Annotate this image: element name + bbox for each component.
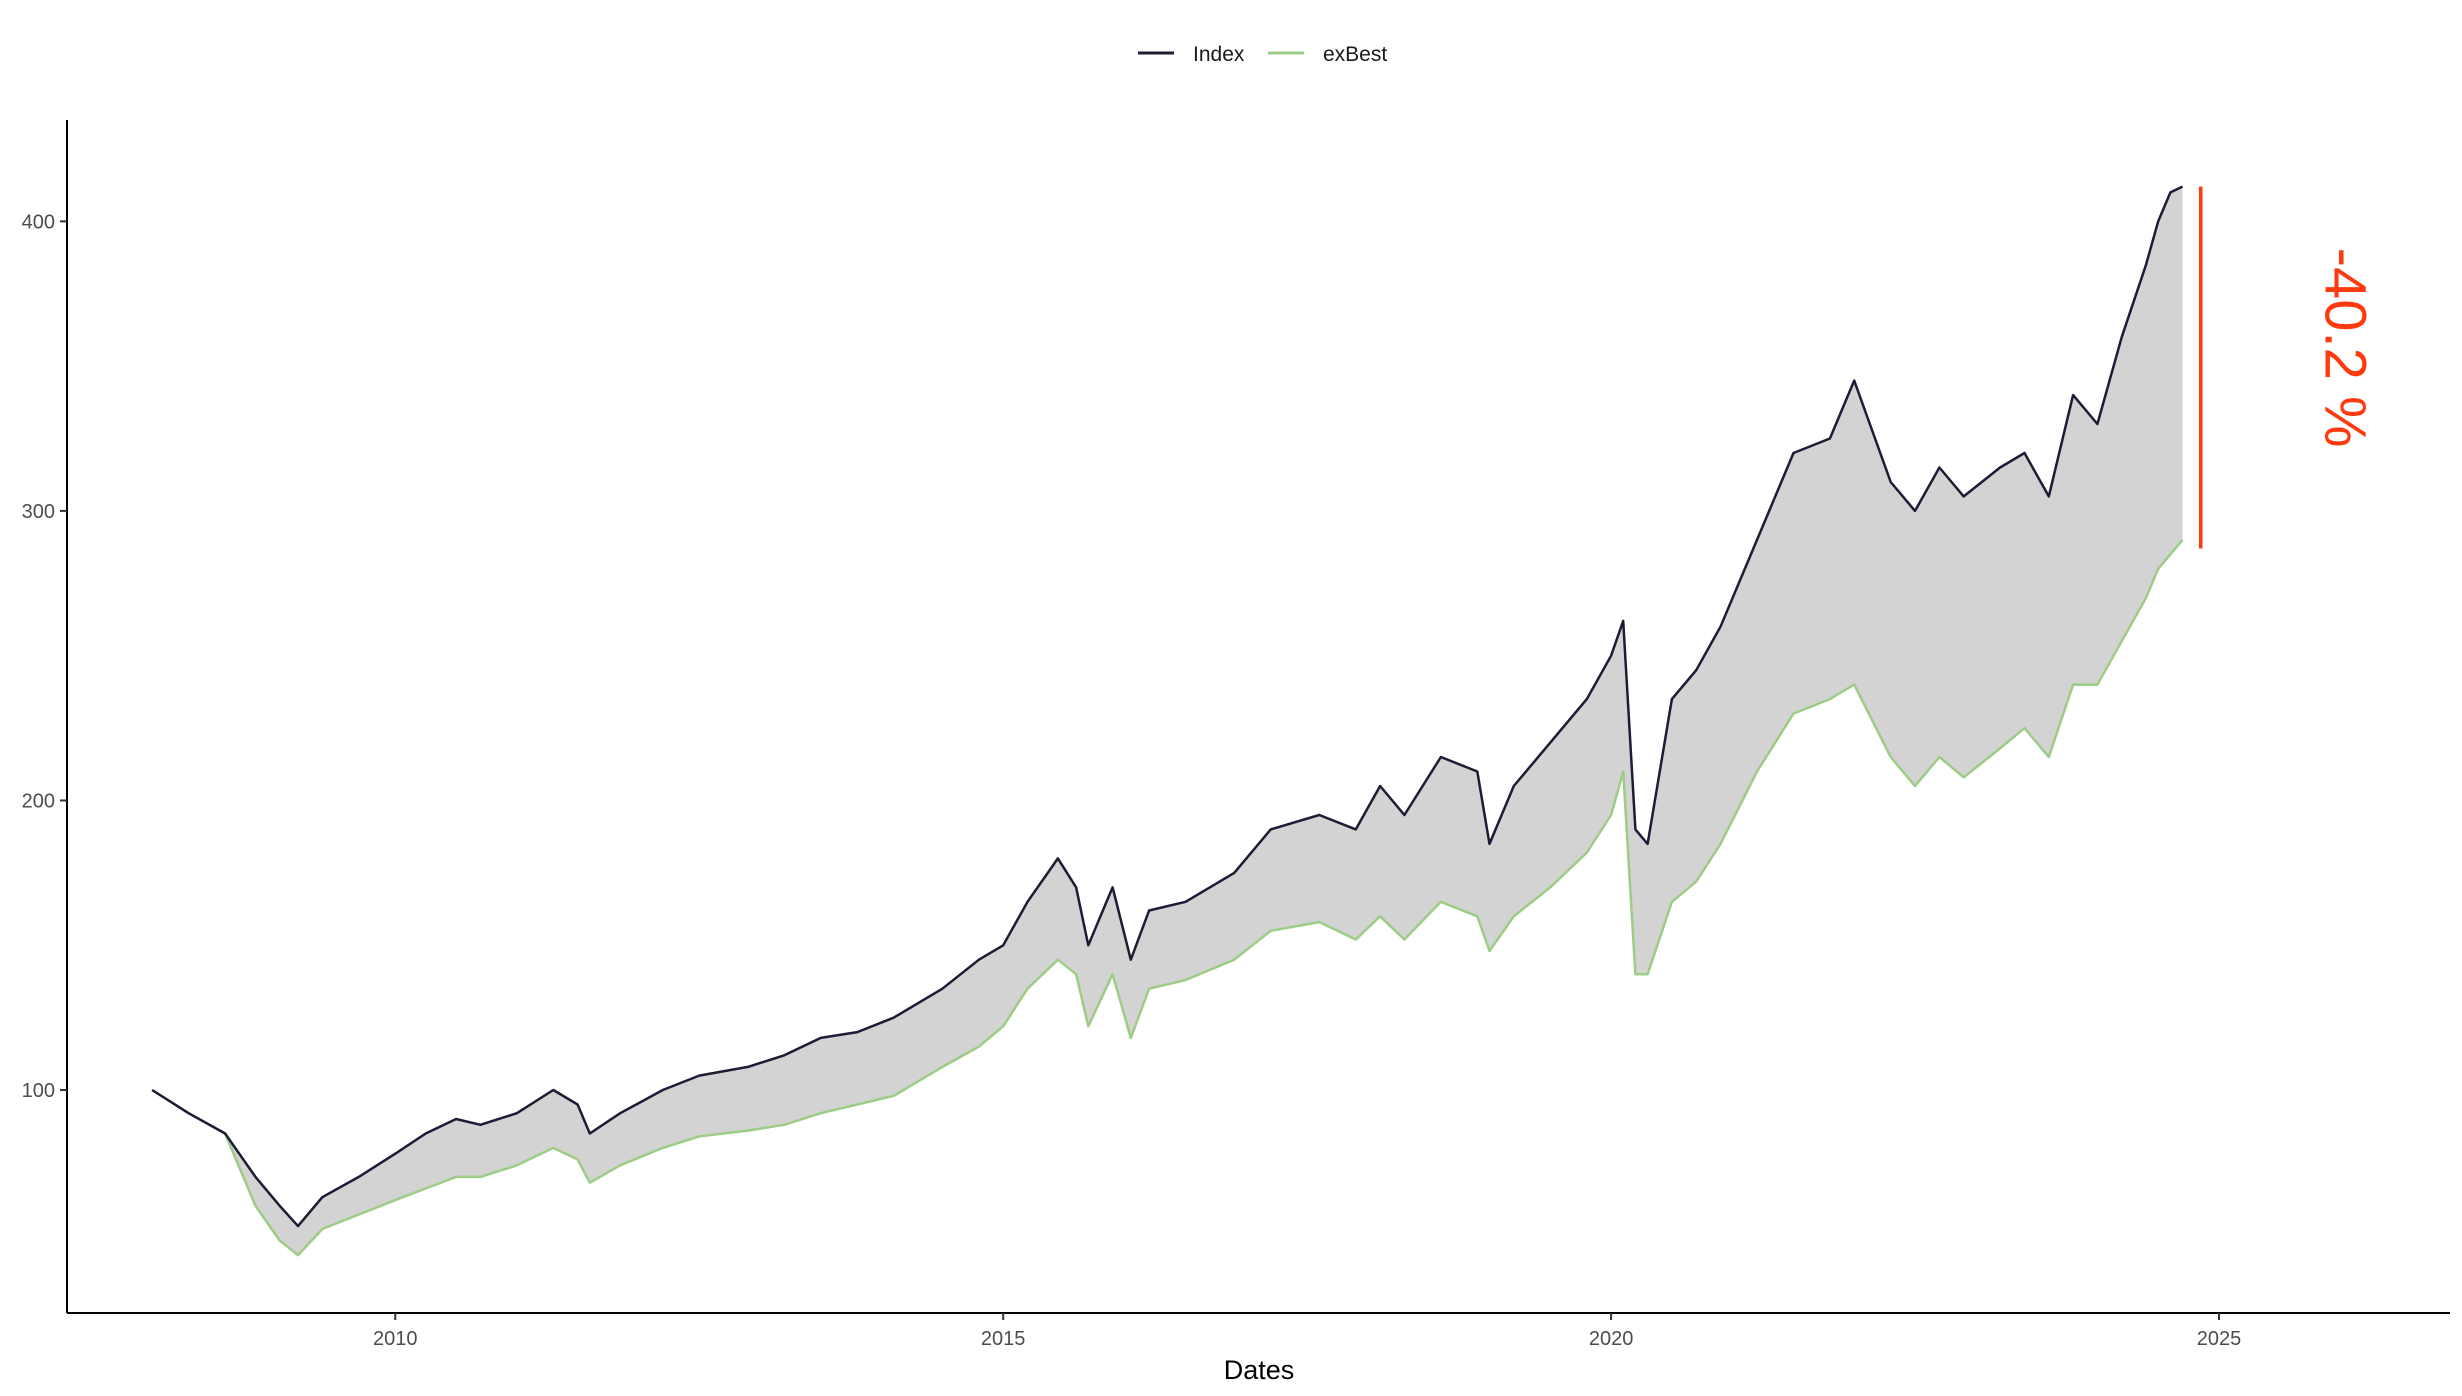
y-tick-label: 100	[22, 1080, 55, 1102]
x-axis-ticks: 2010 2015 2020 2025	[373, 1313, 2241, 1350]
x-tick-label: 2020	[1589, 1328, 1634, 1350]
y-axis-ticks: 100 200 300 400	[22, 211, 67, 1102]
legend: Index exBest	[1138, 43, 1387, 66]
y-tick-label: 300	[22, 501, 55, 523]
gap-band	[152, 186, 2183, 1256]
legend-label-exbest: exBest	[1323, 43, 1387, 66]
difference-label: -40.2 %	[2312, 248, 2377, 448]
y-tick-label: 400	[22, 211, 55, 233]
x-tick-label: 2010	[373, 1328, 418, 1350]
x-axis-title: Dates	[1224, 1355, 1295, 1385]
series-line-exbest	[151, 539, 2184, 1257]
legend-label-index: Index	[1193, 43, 1245, 66]
y-tick-label: 200	[22, 790, 55, 812]
x-tick-label: 2025	[2197, 1328, 2242, 1350]
series-line-index	[151, 185, 2184, 1228]
x-tick-label: 2015	[981, 1328, 1026, 1350]
